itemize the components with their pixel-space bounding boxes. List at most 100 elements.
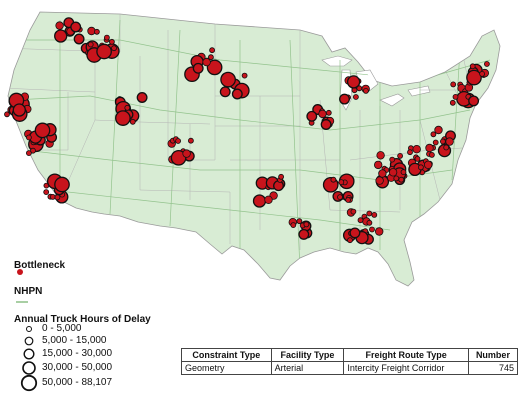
table-row: Geometry Arterial Intercity Freight Corr… (181, 361, 519, 375)
bottleneck-marker (209, 47, 216, 54)
bottleneck-marker (320, 119, 332, 130)
bottleneck-marker (43, 189, 50, 196)
bottleneck-marker (407, 149, 413, 156)
bottleneck-marker (337, 194, 343, 201)
header-constraint-type: Constraint Type (181, 348, 272, 362)
bottleneck-marker (54, 176, 70, 193)
bottleneck-marker (25, 150, 32, 157)
legend-class-5-symbol (20, 374, 38, 392)
table-header-row: Constraint Type Facility Type Freight Ro… (181, 348, 519, 362)
bottleneck-marker (54, 194, 61, 201)
bottleneck-marker (182, 149, 191, 158)
bottleneck-marker (298, 228, 310, 240)
bottleneck-marker (371, 211, 378, 218)
bottleneck-marker (34, 122, 51, 139)
legend-symbols (16, 269, 38, 392)
legend-class-2-symbol (24, 336, 34, 346)
bottleneck-marker (350, 208, 357, 215)
legend-delay-title: Annual Truck Hours of Delay (14, 314, 151, 325)
bottleneck-marker (104, 34, 110, 41)
bottleneck-marker (290, 222, 297, 229)
cell-facility-type: Arterial (270, 361, 345, 375)
bottleneck-marker (412, 144, 421, 154)
legend-class-3-symbol (23, 348, 35, 360)
bottleneck-marker (12, 103, 26, 117)
header-number: Number (467, 348, 519, 362)
bottleneck-marker (296, 218, 303, 225)
bottleneck-marker (432, 139, 439, 146)
legend-class-4-label: 30,000 - 50,000 (42, 362, 113, 373)
bottleneck-marker (376, 151, 385, 160)
bottleneck-marker (352, 94, 359, 100)
bottleneck-marker (345, 197, 352, 203)
bottleneck-marker (219, 86, 231, 98)
bottleneck-marker (479, 71, 486, 77)
bottleneck-marker (450, 81, 457, 88)
legend-class-3-label: 15,000 - 30,000 (42, 348, 113, 359)
bottleneck-marker (54, 29, 68, 43)
bottleneck-marker (366, 219, 373, 226)
header-facility-type: Facility Type (270, 348, 345, 362)
bottleneck-marker (374, 160, 383, 170)
bottleneck-marker (129, 118, 136, 125)
bottleneck-marker (466, 69, 482, 86)
bottleneck-marker (55, 21, 64, 30)
bottleneck-marker (96, 43, 112, 60)
bottleneck-marker (424, 160, 433, 169)
bottleneck-marker (443, 144, 450, 151)
legend-class-1-label: 0 - 5,000 (42, 323, 82, 334)
bottleneck-marker (366, 210, 373, 217)
bottleneck-marker (70, 21, 82, 33)
bottleneck-marker (428, 151, 435, 158)
bottleneck-marker (338, 179, 345, 186)
bottleneck-marker (187, 137, 194, 144)
legend-network-label: NHPN (14, 286, 43, 297)
legend-bottleneck-label: Bottleneck (14, 260, 66, 271)
bottleneck-marker (87, 41, 94, 48)
bottleneck-marker (111, 45, 117, 52)
bottleneck-marker (375, 176, 384, 185)
bottleneck-marker (202, 57, 211, 67)
bottleneck-marker (124, 104, 131, 111)
bottleneck-marker (206, 59, 223, 76)
bottleneck-marker (170, 149, 187, 166)
bottleneck-marker (330, 176, 337, 183)
bottleneck-marker (449, 99, 456, 106)
legend-class-2-label: 5,000 - 15,000 (42, 335, 107, 346)
bottleneck-marker (192, 62, 204, 74)
bottleneck-marker (389, 156, 396, 163)
bottleneck-marker (425, 143, 434, 153)
bottleneck-marker (109, 38, 115, 45)
bottleneck-marker (469, 63, 476, 70)
bottleneck-marker (375, 227, 384, 236)
legend-class-1-symbol (26, 326, 32, 332)
bottleneck-marker (241, 72, 248, 79)
bottleneck-marker (357, 217, 364, 224)
bottleneck-marker (252, 194, 267, 208)
bottleneck-marker (346, 75, 361, 89)
bottleneck-marker (417, 164, 424, 171)
bottleneck-marker (349, 227, 361, 239)
bottleneck-marker (445, 137, 454, 146)
bottleneck-marker (483, 61, 490, 67)
bottleneck-marker (362, 88, 369, 94)
bottleneck-marker (220, 71, 236, 88)
bottleneck-marker (339, 93, 350, 105)
bottleneck-marker (369, 226, 375, 233)
bottleneck-marker (306, 110, 318, 122)
legend-class-4-symbol (22, 361, 36, 375)
bottleneck-marker (400, 169, 407, 176)
bottleneck-marker (207, 54, 214, 61)
bottleneck-marker (278, 173, 285, 180)
cell-constraint-type: Geometry (181, 361, 272, 375)
legend: Bottleneck NHPN Annual Truck Hours of De… (4, 258, 174, 408)
bottleneck-marker (398, 176, 405, 183)
bottleneck-marker (397, 152, 404, 159)
bottleneck-marker (388, 168, 398, 177)
usa-land (7, 11, 501, 287)
bottleneck-marker (325, 109, 332, 116)
bottleneck-marker (94, 28, 100, 35)
bottleneck-marker (4, 111, 10, 118)
bottleneck-marker (378, 169, 387, 178)
